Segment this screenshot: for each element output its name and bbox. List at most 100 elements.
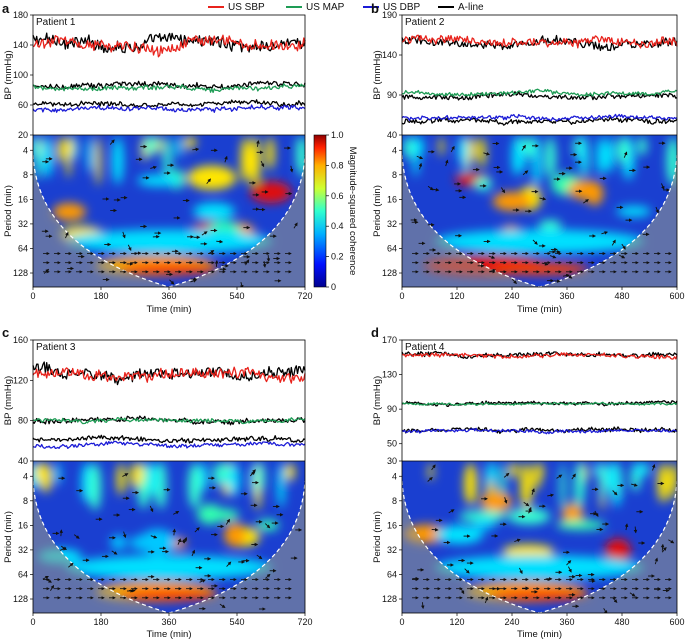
phase-arrow: [523, 501, 530, 507]
phase-arrow: [68, 562, 74, 568]
coherence-streak: [95, 137, 102, 186]
period-tick-label: 64: [18, 243, 28, 253]
coherence-streak: [533, 463, 541, 490]
bp-trace-a-line-mean: [401, 91, 678, 101]
phase-arrow: [427, 185, 434, 191]
x-tick-label: 720: [297, 291, 312, 301]
coherence-streak: [186, 137, 192, 151]
coherence-band: [435, 555, 644, 580]
coherence-streak: [600, 463, 607, 502]
x-tick-label: 360: [161, 617, 176, 627]
phase-arrow: [111, 550, 118, 555]
bp-axis-label: BP (mmHg): [372, 50, 383, 99]
bp-trace-us-dbp: [401, 427, 678, 435]
coherence-blob: [562, 503, 584, 525]
legend-entry-a-line: A-line: [438, 2, 484, 13]
colorbar-gradient: [313, 134, 327, 288]
phase-arrow: [566, 274, 573, 279]
phase-arrow: [531, 488, 535, 495]
phase-arrow: [183, 536, 188, 544]
phase-arrow: [484, 596, 489, 604]
period-tick-label: 4: [23, 145, 28, 155]
period-tick-label: 16: [387, 520, 397, 530]
coherence-streak: [86, 137, 93, 174]
phase-arrow: [611, 239, 616, 246]
bp-tick-label: 160: [13, 335, 28, 345]
cone-of-influence-line: [33, 154, 305, 287]
bp-tick-label: 30: [387, 456, 397, 466]
phase-arrow: [194, 527, 200, 533]
phase-arrow: [225, 518, 230, 525]
coherence-streak: [257, 463, 265, 493]
coherence-blob: [139, 529, 177, 555]
phase-arrow: [224, 155, 228, 163]
panel-letter: b: [371, 1, 379, 16]
phase-arrow: [661, 546, 667, 553]
coherence-streak: [217, 463, 231, 482]
x-tick-label: 720: [297, 617, 312, 627]
period-tick-label: 8: [392, 496, 397, 506]
coherence-streak: [472, 137, 478, 162]
x-tick-label: 360: [559, 617, 574, 627]
coherence-streak: [464, 463, 477, 506]
x-tick-label: 540: [229, 291, 244, 301]
bp-tick-label: 80: [18, 416, 28, 426]
bp-axis-label: BP (mmHg): [3, 50, 14, 99]
coherence-streak: [428, 463, 434, 481]
colorbar-tick-label: 0.2: [331, 252, 344, 262]
phase-arrow: [206, 178, 211, 184]
period-tick-label: 32: [387, 545, 397, 555]
panel-c: c Patient 3 160 120 80 40 BP (mmHg) 4 8 16 32 64 12…: [2, 325, 313, 640]
coherence-blob: [137, 174, 183, 187]
phase-arrows: [412, 463, 675, 613]
coherence-streak: [240, 137, 251, 183]
bp-tick-label: 170: [382, 335, 397, 345]
legend-entry-us-dbp: US DBP: [363, 2, 421, 13]
phase-arrow: [623, 151, 628, 158]
phase-arrow: [427, 476, 433, 482]
x-tick-label: 240: [504, 291, 519, 301]
coherence-streak: [41, 137, 53, 178]
patient-label: Patient 1: [36, 17, 76, 28]
coherence-streak: [188, 463, 202, 509]
phase-arrow: [541, 262, 549, 266]
phase-arrow: [260, 160, 265, 168]
bp-trace-us-dbp: [32, 440, 306, 450]
panel-d: d Patient 4 170 130 90 50 30 BP (mmHg) 4 8 16 32 64…: [371, 325, 685, 640]
coherence-blob: [605, 538, 631, 563]
legend-label: US MAP: [306, 2, 345, 13]
legend-label: US SBP: [228, 2, 265, 13]
phase-arrow: [539, 197, 547, 201]
bp-tick-label: 20: [18, 130, 28, 140]
bp-trace-us-dbp: [32, 103, 306, 113]
period-axis-label: Period (min): [372, 185, 383, 237]
period-axis-label: Period (min): [372, 511, 383, 563]
phase-arrow: [660, 543, 665, 551]
coherence-streak: [478, 137, 486, 169]
panel-frame: [401, 14, 678, 288]
legend-label: A-line: [458, 2, 484, 13]
coherence-band-core: [120, 262, 218, 275]
x-axis-label: Time (min): [146, 304, 191, 315]
phase-arrow: [122, 531, 127, 539]
coherence-blob: [492, 191, 532, 211]
coherence-blob: [480, 491, 512, 512]
x-tick-label: 0: [30, 291, 35, 301]
coherence-blob: [52, 203, 86, 221]
coherence-heatmap: [402, 461, 677, 613]
phase-arrow: [655, 206, 659, 214]
panel-b: b Patient 2 190 140 90 40 BP (mmHg) 4 8 16 32 64 12…: [371, 1, 685, 315]
period-axis-label: Period (min): [3, 185, 14, 237]
phase-arrow: [633, 526, 638, 534]
x-tick-label: 120: [449, 617, 464, 627]
colorbar-tick-label: 0.8: [331, 160, 344, 170]
phase-arrow: [654, 557, 659, 565]
phase-arrow: [448, 509, 455, 514]
phase-arrow: [60, 545, 67, 550]
phase-arrow: [629, 592, 636, 597]
phase-arrow: [661, 183, 665, 190]
phase-arrow: [421, 602, 425, 610]
coherence-band: [65, 229, 273, 254]
legend-entry-us-map: US MAP: [286, 2, 345, 13]
coherence-streak: [163, 137, 172, 178]
